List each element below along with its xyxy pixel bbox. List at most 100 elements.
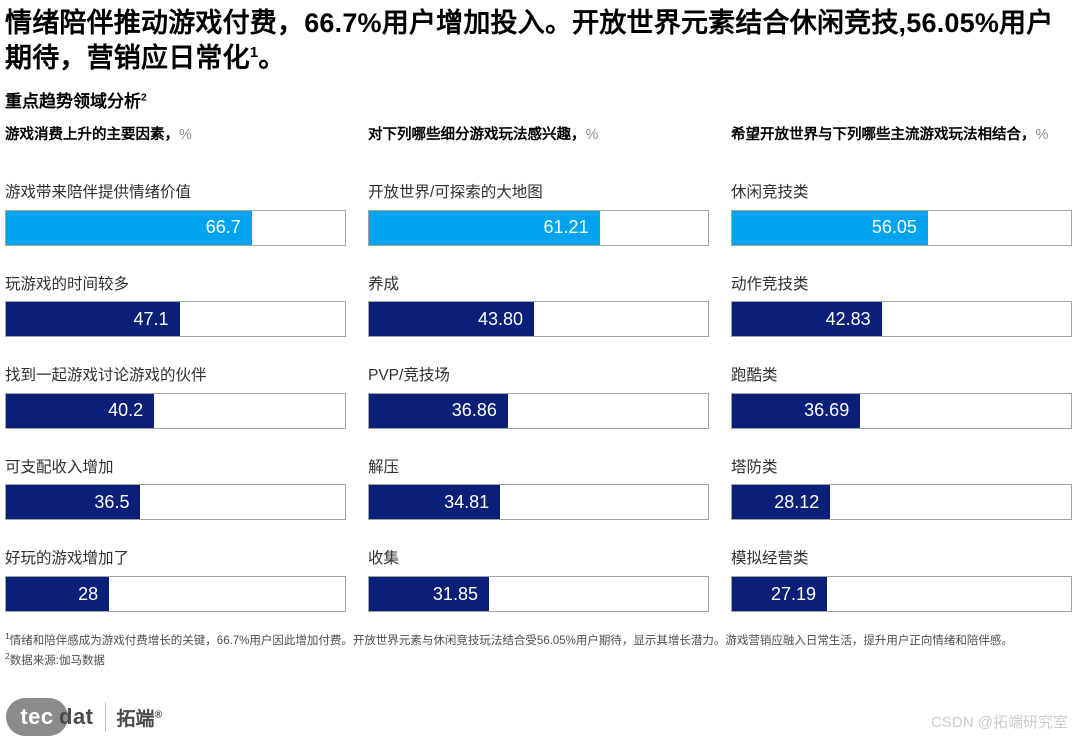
bar-fill: 43.80 xyxy=(369,302,534,337)
bar-track: 36.69 xyxy=(731,392,1072,429)
bar-label: 跑酷类 xyxy=(731,367,778,385)
bar-fill: 34.81 xyxy=(369,485,501,520)
bar-label: 可支配收入增加 xyxy=(5,458,114,476)
bar-label: 模拟经营类 xyxy=(731,550,809,568)
bar-label: 找到一起游戏讨论游戏的伙伴 xyxy=(5,367,207,385)
bar-row: 塔防类 28.12 xyxy=(731,459,1072,521)
bar-fill: 40.2 xyxy=(6,393,155,428)
chart-header: 游戏消费上升的主要因素，% xyxy=(5,127,192,144)
bar-value: 56.05 xyxy=(871,217,917,238)
unit-label: % xyxy=(585,127,599,144)
bar-label: 玩游戏的时间较多 xyxy=(5,275,130,293)
logo-text-tec: tec xyxy=(20,704,54,729)
bar-track: 43.80 xyxy=(368,301,709,338)
bar-fill: 36.5 xyxy=(6,485,141,520)
bar-value: 36.69 xyxy=(804,400,850,421)
bar-track: 28 xyxy=(5,576,346,613)
bar-row: 解压 34.81 xyxy=(368,459,709,521)
bar-fill: 27.19 xyxy=(732,577,828,612)
logo-divider xyxy=(104,702,106,732)
bar-label: 好玩的游戏增加了 xyxy=(5,550,130,568)
watermark: CSDN @拓端研究室 xyxy=(931,714,1068,731)
bar-value: 28 xyxy=(78,583,99,604)
bar-row: 找到一起游戏讨论游戏的伙伴 40.2 xyxy=(5,367,346,429)
bar-label: 动作竞技类 xyxy=(731,275,809,293)
bar-value: 31.85 xyxy=(432,583,478,604)
bar-value: 34.81 xyxy=(444,491,490,512)
bar-fill: 36.69 xyxy=(732,393,861,428)
bar-track: 36.86 xyxy=(368,392,709,429)
bar-track: 47.1 xyxy=(5,301,346,338)
bar-row: 跑酷类 36.69 xyxy=(731,367,1072,429)
bar-track: 42.83 xyxy=(731,301,1072,338)
bar-value: 28.12 xyxy=(774,491,820,512)
bar-value: 42.83 xyxy=(825,308,871,329)
bar-track: 28.12 xyxy=(731,484,1072,521)
bar-value: 40.2 xyxy=(108,400,144,421)
bar-row: 开放世界/可探索的大地图 61.21 xyxy=(368,184,709,246)
bar-fill: 28 xyxy=(6,577,110,612)
bar-value: 27.19 xyxy=(770,583,817,604)
logo-text-dat: dat xyxy=(59,704,94,729)
chart-consumption-factors: 游戏消费上升的主要因素，% 游戏带来陪伴提供情绪价值 66.7 玩游戏的时间较多… xyxy=(5,126,346,613)
bar-label: 开放世界/可探索的大地图 xyxy=(368,184,543,202)
bar-row: 玩游戏的时间较多 47.1 xyxy=(5,276,346,338)
charts-grid: 游戏消费上升的主要因素，% 游戏带来陪伴提供情绪价值 66.7 玩游戏的时间较多… xyxy=(5,126,1072,613)
title-footnote-ref: 1 xyxy=(249,44,259,61)
bar-fill: 47.1 xyxy=(6,302,180,337)
bar-fill: 28.12 xyxy=(732,485,831,520)
section-title: 重点趋势领域分析2 xyxy=(5,92,147,112)
bar-label: 塔防类 xyxy=(731,458,778,476)
bar-row: 模拟经营类 27.19 xyxy=(731,550,1072,613)
bar-track: 56.05 xyxy=(731,209,1072,246)
unit-label: % xyxy=(179,127,192,144)
bar-value: 61.21 xyxy=(543,217,589,238)
bar-row: 养成 43.80 xyxy=(368,276,709,338)
bar-fill: 66.7 xyxy=(6,210,252,245)
bar-label: 养成 xyxy=(368,275,400,293)
tecdat-logo: tec dat 拓端® xyxy=(6,697,162,737)
page-title: 情绪陪伴推动游戏付费，66.7%用户增加投入。开放世界元素结合休闲竞技,56.0… xyxy=(5,8,1054,73)
bar-label: 解压 xyxy=(368,458,400,476)
bar-row: PVP/竞技场 36.86 xyxy=(368,367,709,429)
bar-fill: 56.05 xyxy=(732,210,928,245)
bar-label: 游戏带来陪伴提供情绪价值 xyxy=(5,184,192,202)
bar-value: 47.1 xyxy=(133,308,169,329)
bar-row: 好玩的游戏增加了 28 xyxy=(5,550,346,613)
bar-track: 61.21 xyxy=(368,209,709,246)
logo-blob: tec xyxy=(6,698,68,736)
bar-row: 游戏带来陪伴提供情绪价值 66.7 xyxy=(5,184,346,246)
bar-fill: 36.86 xyxy=(369,393,508,428)
bar-value: 36.86 xyxy=(451,400,497,421)
chart-header: 希望开放世界与下列哪些主流游戏玩法相结合，% xyxy=(731,127,1049,144)
bar-track: 40.2 xyxy=(5,392,346,429)
footnote-2: 2数据来源:伽马数据 xyxy=(5,651,105,667)
registered-mark: ® xyxy=(154,709,163,721)
chart-header: 对下列哪些细分游戏玩法感兴趣，% xyxy=(368,127,599,144)
bar-track: 34.81 xyxy=(368,484,709,521)
bar-label: 休闲竞技类 xyxy=(731,184,809,202)
bar-value: 66.7 xyxy=(205,217,241,238)
bar-label: PVP/竞技场 xyxy=(368,367,450,385)
bar-track: 27.19 xyxy=(731,576,1072,613)
bar-track: 31.85 xyxy=(368,576,709,613)
bar-row: 可支配收入增加 36.5 xyxy=(5,459,346,521)
section-footnote-ref: 2 xyxy=(141,92,147,104)
bar-value: 43.80 xyxy=(477,308,523,329)
chart-gameplay-interest: 对下列哪些细分游戏玩法感兴趣，% 开放世界/可探索的大地图 61.21 养成 4… xyxy=(368,126,709,613)
bar-row: 收集 31.85 xyxy=(368,550,709,613)
bar-label: 收集 xyxy=(368,550,400,568)
bar-fill: 42.83 xyxy=(732,302,882,337)
chart-openworld-combination: 希望开放世界与下列哪些主流游戏玩法相结合，% 休闲竞技类 56.05 动作竞技类… xyxy=(731,126,1072,613)
logo-brand: 拓端® xyxy=(116,708,163,730)
footnote-1: 1情绪和陪伴感成为游戏付费增长的关键，66.7%用户因此增加付费。开放世界元素与… xyxy=(5,631,1013,647)
bar-fill: 31.85 xyxy=(369,577,489,612)
bar-track: 66.7 xyxy=(5,209,346,246)
bar-row: 休闲竞技类 56.05 xyxy=(731,184,1072,246)
bar-value: 36.5 xyxy=(94,491,130,512)
bar-row: 动作竞技类 42.83 xyxy=(731,276,1072,338)
bar-fill: 61.21 xyxy=(369,210,600,245)
bar-track: 36.5 xyxy=(5,484,346,521)
unit-label: % xyxy=(1035,127,1049,144)
